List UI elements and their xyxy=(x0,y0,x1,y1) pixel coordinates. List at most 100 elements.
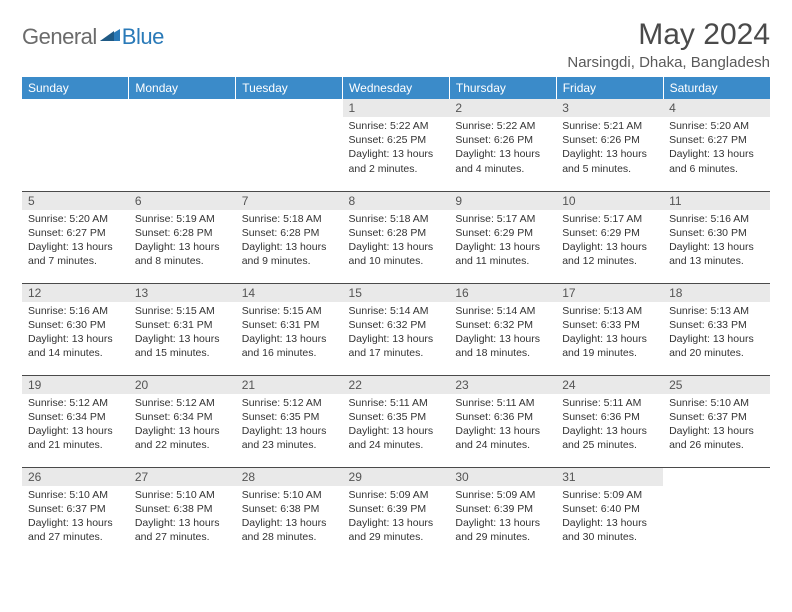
calendar-day-cell: 6Sunrise: 5:19 AMSunset: 6:28 PMDaylight… xyxy=(129,191,236,283)
sunrise-text: Sunrise: 5:17 AM xyxy=(455,212,550,226)
sunrise-text: Sunrise: 5:21 AM xyxy=(562,119,657,133)
weekday-header: Monday xyxy=(129,77,236,99)
day-number: 9 xyxy=(449,192,556,210)
daylight-text: Daylight: 13 hours and 24 minutes. xyxy=(349,424,444,452)
daylight-text: Daylight: 13 hours and 20 minutes. xyxy=(669,332,764,360)
day-number: 31 xyxy=(556,468,663,486)
calendar-day-cell: 12Sunrise: 5:16 AMSunset: 6:30 PMDayligh… xyxy=(22,283,129,375)
sunset-text: Sunset: 6:26 PM xyxy=(455,133,550,147)
daylight-text: Daylight: 13 hours and 22 minutes. xyxy=(135,424,230,452)
daylight-text: Daylight: 13 hours and 23 minutes. xyxy=(242,424,337,452)
day-info: Sunrise: 5:17 AMSunset: 6:29 PMDaylight:… xyxy=(449,210,556,273)
day-info: Sunrise: 5:13 AMSunset: 6:33 PMDaylight:… xyxy=(556,302,663,365)
day-info: Sunrise: 5:20 AMSunset: 6:27 PMDaylight:… xyxy=(22,210,129,273)
day-number: 14 xyxy=(236,284,343,302)
day-number: 8 xyxy=(343,192,450,210)
sunrise-text: Sunrise: 5:22 AM xyxy=(349,119,444,133)
calendar-day-cell: . xyxy=(22,99,129,191)
sunset-text: Sunset: 6:31 PM xyxy=(242,318,337,332)
sunset-text: Sunset: 6:35 PM xyxy=(349,410,444,424)
sunset-text: Sunset: 6:27 PM xyxy=(28,226,123,240)
sunset-text: Sunset: 6:28 PM xyxy=(349,226,444,240)
daylight-text: Daylight: 13 hours and 7 minutes. xyxy=(28,240,123,268)
sunrise-text: Sunrise: 5:10 AM xyxy=(242,488,337,502)
logo-triangle-icon xyxy=(100,27,120,41)
daylight-text: Daylight: 13 hours and 13 minutes. xyxy=(669,240,764,268)
weekday-header: Thursday xyxy=(449,77,556,99)
weekday-header: Sunday xyxy=(22,77,129,99)
daylight-text: Daylight: 13 hours and 15 minutes. xyxy=(135,332,230,360)
day-number: 1 xyxy=(343,99,450,117)
day-number: 11 xyxy=(663,192,770,210)
sunrise-text: Sunrise: 5:19 AM xyxy=(135,212,230,226)
sunrise-text: Sunrise: 5:11 AM xyxy=(349,396,444,410)
daylight-text: Daylight: 13 hours and 9 minutes. xyxy=(242,240,337,268)
sunrise-text: Sunrise: 5:14 AM xyxy=(349,304,444,318)
sunrise-text: Sunrise: 5:10 AM xyxy=(135,488,230,502)
calendar-day-cell: 13Sunrise: 5:15 AMSunset: 6:31 PMDayligh… xyxy=(129,283,236,375)
day-number: 13 xyxy=(129,284,236,302)
sunset-text: Sunset: 6:36 PM xyxy=(562,410,657,424)
day-number: 18 xyxy=(663,284,770,302)
daylight-text: Daylight: 13 hours and 24 minutes. xyxy=(455,424,550,452)
day-info: Sunrise: 5:18 AMSunset: 6:28 PMDaylight:… xyxy=(343,210,450,273)
day-info: Sunrise: 5:13 AMSunset: 6:33 PMDaylight:… xyxy=(663,302,770,365)
calendar-day-cell: 25Sunrise: 5:10 AMSunset: 6:37 PMDayligh… xyxy=(663,375,770,467)
sunset-text: Sunset: 6:28 PM xyxy=(242,226,337,240)
daylight-text: Daylight: 13 hours and 12 minutes. xyxy=(562,240,657,268)
daylight-text: Daylight: 13 hours and 11 minutes. xyxy=(455,240,550,268)
sunset-text: Sunset: 6:34 PM xyxy=(135,410,230,424)
day-number: 26 xyxy=(22,468,129,486)
sunrise-text: Sunrise: 5:14 AM xyxy=(455,304,550,318)
calendar-day-cell: 28Sunrise: 5:10 AMSunset: 6:38 PMDayligh… xyxy=(236,467,343,559)
calendar-week-row: ...1Sunrise: 5:22 AMSunset: 6:25 PMDayli… xyxy=(22,99,770,191)
day-info: Sunrise: 5:12 AMSunset: 6:34 PMDaylight:… xyxy=(22,394,129,457)
calendar-day-cell: 2Sunrise: 5:22 AMSunset: 6:26 PMDaylight… xyxy=(449,99,556,191)
sunset-text: Sunset: 6:26 PM xyxy=(562,133,657,147)
calendar-day-cell: . xyxy=(236,99,343,191)
daylight-text: Daylight: 13 hours and 6 minutes. xyxy=(669,147,764,175)
calendar-day-cell: 14Sunrise: 5:15 AMSunset: 6:31 PMDayligh… xyxy=(236,283,343,375)
day-number: 12 xyxy=(22,284,129,302)
calendar-week-row: 5Sunrise: 5:20 AMSunset: 6:27 PMDaylight… xyxy=(22,191,770,283)
sunset-text: Sunset: 6:27 PM xyxy=(669,133,764,147)
sunset-text: Sunset: 6:29 PM xyxy=(455,226,550,240)
calendar-day-cell: 21Sunrise: 5:12 AMSunset: 6:35 PMDayligh… xyxy=(236,375,343,467)
sunset-text: Sunset: 6:25 PM xyxy=(349,133,444,147)
weekday-header: Tuesday xyxy=(236,77,343,99)
sunset-text: Sunset: 6:34 PM xyxy=(28,410,123,424)
calendar-day-cell: 27Sunrise: 5:10 AMSunset: 6:38 PMDayligh… xyxy=(129,467,236,559)
sunrise-text: Sunrise: 5:09 AM xyxy=(349,488,444,502)
day-info: Sunrise: 5:14 AMSunset: 6:32 PMDaylight:… xyxy=(343,302,450,365)
day-info: Sunrise: 5:11 AMSunset: 6:36 PMDaylight:… xyxy=(449,394,556,457)
calendar-day-cell: 24Sunrise: 5:11 AMSunset: 6:36 PMDayligh… xyxy=(556,375,663,467)
daylight-text: Daylight: 13 hours and 29 minutes. xyxy=(349,516,444,544)
sunset-text: Sunset: 6:40 PM xyxy=(562,502,657,516)
sunset-text: Sunset: 6:38 PM xyxy=(135,502,230,516)
day-info: Sunrise: 5:10 AMSunset: 6:37 PMDaylight:… xyxy=(663,394,770,457)
calendar-day-cell: 26Sunrise: 5:10 AMSunset: 6:37 PMDayligh… xyxy=(22,467,129,559)
calendar-week-row: 26Sunrise: 5:10 AMSunset: 6:37 PMDayligh… xyxy=(22,467,770,559)
day-number: 27 xyxy=(129,468,236,486)
sunrise-text: Sunrise: 5:16 AM xyxy=(669,212,764,226)
day-info: Sunrise: 5:16 AMSunset: 6:30 PMDaylight:… xyxy=(22,302,129,365)
day-number: 6 xyxy=(129,192,236,210)
daylight-text: Daylight: 13 hours and 4 minutes. xyxy=(455,147,550,175)
calendar-week-row: 19Sunrise: 5:12 AMSunset: 6:34 PMDayligh… xyxy=(22,375,770,467)
weekday-header-row: Sunday Monday Tuesday Wednesday Thursday… xyxy=(22,77,770,99)
sunrise-text: Sunrise: 5:12 AM xyxy=(242,396,337,410)
day-number: 29 xyxy=(343,468,450,486)
weekday-header: Wednesday xyxy=(343,77,450,99)
sunset-text: Sunset: 6:33 PM xyxy=(669,318,764,332)
daylight-text: Daylight: 13 hours and 19 minutes. xyxy=(562,332,657,360)
sunset-text: Sunset: 6:39 PM xyxy=(455,502,550,516)
day-info: Sunrise: 5:11 AMSunset: 6:36 PMDaylight:… xyxy=(556,394,663,457)
day-info: Sunrise: 5:14 AMSunset: 6:32 PMDaylight:… xyxy=(449,302,556,365)
daylight-text: Daylight: 13 hours and 17 minutes. xyxy=(349,332,444,360)
calendar-day-cell: 30Sunrise: 5:09 AMSunset: 6:39 PMDayligh… xyxy=(449,467,556,559)
day-number: 16 xyxy=(449,284,556,302)
sunrise-text: Sunrise: 5:09 AM xyxy=(455,488,550,502)
calendar-day-cell: 10Sunrise: 5:17 AMSunset: 6:29 PMDayligh… xyxy=(556,191,663,283)
sunrise-text: Sunrise: 5:13 AM xyxy=(669,304,764,318)
daylight-text: Daylight: 13 hours and 8 minutes. xyxy=(135,240,230,268)
